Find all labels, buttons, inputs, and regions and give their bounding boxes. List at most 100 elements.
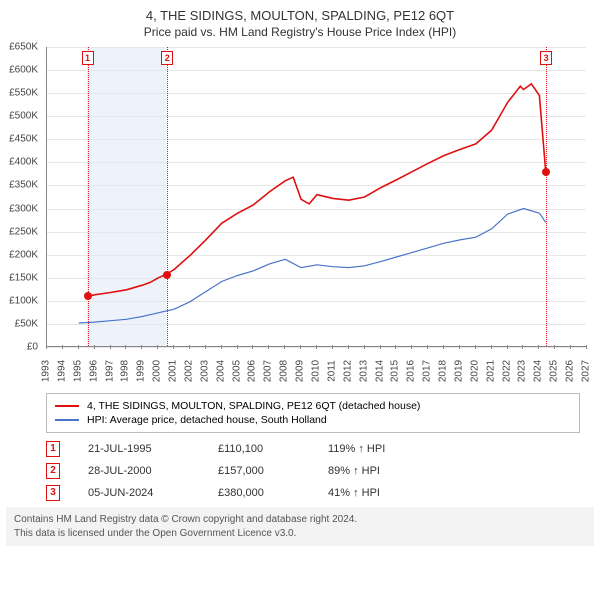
sale-row-marker: 1 (46, 441, 60, 457)
sale-row: 121-JUL-1995£110,100119% ↑ HPI (46, 441, 580, 457)
y-tick-label: £150K (0, 272, 38, 283)
chart-title: 4, THE SIDINGS, MOULTON, SPALDING, PE12 … (0, 8, 600, 23)
x-tick-label: 2023 (517, 360, 528, 382)
x-tick (125, 345, 126, 349)
x-tick-label: 2022 (501, 360, 512, 382)
x-tick-label: 2014 (374, 360, 385, 382)
y-tick-label: £250K (0, 226, 38, 237)
x-tick-label: 2010 (311, 360, 322, 382)
data-attribution-footer: Contains HM Land Registry data © Crown c… (6, 507, 594, 546)
x-tick-label: 2001 (168, 360, 179, 382)
x-tick-label: 2025 (549, 360, 560, 382)
x-tick-label: 2019 (453, 360, 464, 382)
x-tick-label: 2008 (279, 360, 290, 382)
y-tick-label: £550K (0, 88, 38, 99)
x-tick-label: 2004 (215, 360, 226, 382)
x-tick-label: 2012 (342, 360, 353, 382)
x-tick (570, 345, 571, 349)
sale-marker-point (84, 292, 92, 300)
footer-line-2: This data is licensed under the Open Gov… (14, 527, 586, 541)
sale-pct-vs-hpi: 41% ↑ HPI (328, 487, 448, 499)
y-tick-label: £100K (0, 295, 38, 306)
x-tick (586, 345, 587, 349)
x-tick (348, 345, 349, 349)
y-tick-label: £400K (0, 157, 38, 168)
y-tick-label: £350K (0, 180, 38, 191)
x-tick (189, 345, 190, 349)
x-tick (395, 345, 396, 349)
x-tick (316, 345, 317, 349)
legend-swatch (55, 419, 79, 421)
x-tick (443, 345, 444, 349)
x-tick-label: 2011 (326, 360, 337, 382)
x-tick (62, 345, 63, 349)
plot-wrap: £0£50K£100K£150K£200K£250K£300K£350K£400… (0, 47, 600, 387)
y-tick-label: £650K (0, 42, 38, 53)
sale-price: £157,000 (218, 465, 328, 477)
y-tick-label: £600K (0, 65, 38, 76)
x-tick-label: 2018 (438, 360, 449, 382)
x-tick (157, 345, 158, 349)
x-tick (78, 345, 79, 349)
x-tick-label: 2027 (581, 360, 592, 382)
x-tick-label: 2005 (231, 360, 242, 382)
x-tick-label: 1995 (72, 360, 83, 382)
sale-marker-point (163, 271, 171, 279)
x-tick (491, 345, 492, 349)
x-tick-label: 2015 (390, 360, 401, 382)
x-tick-label: 1999 (136, 360, 147, 382)
sale-row-marker: 3 (46, 485, 60, 501)
x-tick-label: 2007 (263, 360, 274, 382)
x-tick (221, 345, 222, 349)
y-tick-label: £50K (0, 318, 38, 329)
x-tick (507, 345, 508, 349)
x-tick-label: 2016 (406, 360, 417, 382)
x-tick (427, 345, 428, 349)
sale-marker-box: 2 (161, 51, 173, 65)
footer-line-1: Contains HM Land Registry data © Crown c… (14, 513, 586, 527)
y-tick-label: £300K (0, 203, 38, 214)
sale-records: 121-JUL-1995£110,100119% ↑ HPI228-JUL-20… (46, 441, 580, 501)
y-tick-label: £200K (0, 249, 38, 260)
legend-item: HPI: Average price, detached house, Sout… (55, 414, 571, 426)
x-tick (475, 345, 476, 349)
y-axis-labels: £0£50K£100K£150K£200K£250K£300K£350K£400… (0, 47, 42, 347)
sale-marker-box: 1 (82, 51, 94, 65)
x-tick-label: 2017 (422, 360, 433, 382)
x-tick-label: 1996 (88, 360, 99, 382)
x-tick-label: 2006 (247, 360, 258, 382)
series-line-hpi (79, 209, 546, 324)
x-tick (141, 345, 142, 349)
x-tick-label: 1994 (56, 360, 67, 382)
legend-label: HPI: Average price, detached house, Sout… (87, 414, 327, 426)
x-tick (268, 345, 269, 349)
sale-date: 21-JUL-1995 (88, 443, 218, 455)
sale-row: 305-JUN-2024£380,00041% ↑ HPI (46, 485, 580, 501)
x-tick (110, 345, 111, 349)
legend-label: 4, THE SIDINGS, MOULTON, SPALDING, PE12 … (87, 400, 420, 412)
x-tick-label: 2021 (485, 360, 496, 382)
sale-date: 28-JUL-2000 (88, 465, 218, 477)
sale-marker-line (546, 47, 547, 346)
x-tick (237, 345, 238, 349)
x-tick (411, 345, 412, 349)
y-tick-label: £500K (0, 111, 38, 122)
x-tick-label: 2009 (295, 360, 306, 382)
x-tick (300, 345, 301, 349)
sale-pct-vs-hpi: 119% ↑ HPI (328, 443, 448, 455)
x-tick (459, 345, 460, 349)
sale-pct-vs-hpi: 89% ↑ HPI (328, 465, 448, 477)
x-tick (46, 345, 47, 349)
line-series-svg (47, 47, 586, 346)
x-tick (252, 345, 253, 349)
sale-marker-point (542, 168, 550, 176)
sale-marker-line (88, 47, 89, 346)
x-tick-label: 1998 (120, 360, 131, 382)
x-tick (538, 345, 539, 349)
x-tick (522, 345, 523, 349)
x-tick (332, 345, 333, 349)
x-tick (554, 345, 555, 349)
x-tick-label: 2003 (199, 360, 210, 382)
x-tick (380, 345, 381, 349)
chart-legend: 4, THE SIDINGS, MOULTON, SPALDING, PE12 … (46, 393, 580, 433)
